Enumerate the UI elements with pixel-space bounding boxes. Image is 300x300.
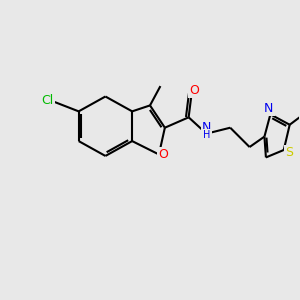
Text: H: H [203,130,210,140]
Text: N: N [264,102,274,115]
Text: O: O [189,84,199,97]
Text: Cl: Cl [41,94,54,107]
Text: S: S [285,146,293,159]
Text: N: N [202,121,211,134]
Text: O: O [158,148,168,161]
